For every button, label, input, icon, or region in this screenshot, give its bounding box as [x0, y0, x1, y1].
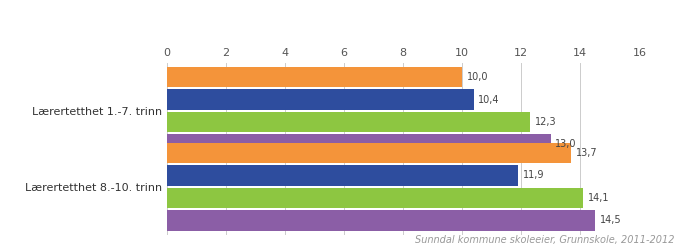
Text: 13,0: 13,0 [555, 140, 577, 149]
Text: 11,9: 11,9 [523, 170, 544, 180]
Bar [167, 134, 551, 155]
Bar [167, 165, 518, 186]
Bar [167, 143, 571, 164]
Text: 10,4: 10,4 [478, 94, 500, 104]
Text: Sunndal kommune skoleeier, Grunnskole, 2011-2012: Sunndal kommune skoleeier, Grunnskole, 2… [415, 235, 674, 245]
Bar [167, 210, 595, 231]
Legend: Sunndal kommune skoleeier, Kommunegruppe 12, Møre og Romsdal fylke, Nasjonalt: Sunndal kommune skoleeier, Kommunegruppe… [113, 0, 694, 1]
Text: 13,7: 13,7 [576, 148, 598, 158]
Text: 10,0: 10,0 [466, 72, 488, 82]
Bar [167, 89, 474, 110]
Text: 12,3: 12,3 [534, 117, 556, 127]
Text: 14,5: 14,5 [600, 215, 621, 225]
Bar [167, 67, 462, 87]
Bar [167, 188, 583, 208]
Bar [167, 112, 530, 132]
Text: 14,1: 14,1 [588, 193, 610, 203]
